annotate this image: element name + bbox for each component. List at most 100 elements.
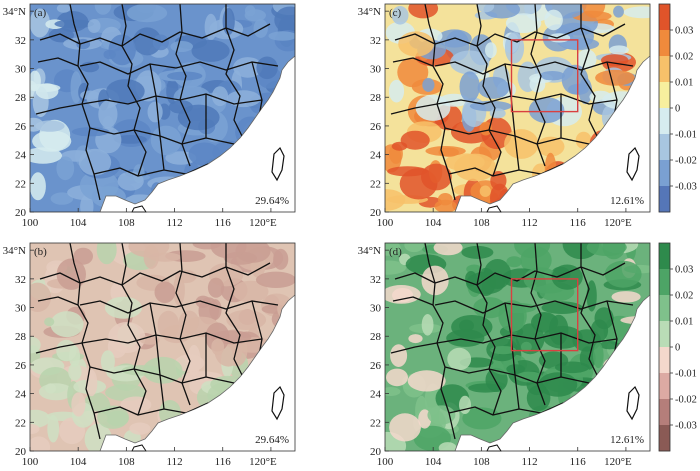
colorbar-label: -0.02 <box>675 156 697 167</box>
lat-tick-label: 34°N <box>358 245 381 257</box>
lat-tick-label: 32 <box>15 35 26 47</box>
lat-tick-label: 34°N <box>358 6 381 18</box>
lat-tick-label: 32 <box>370 35 381 47</box>
map-panel-c: 100 104 108 112 116 120°E 20 22 24 26 28 30 32 34°N (c… <box>358 3 651 229</box>
lat-tick-label: 34°N <box>3 6 26 18</box>
colorbar-label: -0.01 <box>675 369 697 380</box>
lat-tick-label: 30 <box>15 64 27 76</box>
lon-tick-label: 108 <box>473 217 490 229</box>
colorbar-label: -0.03 <box>675 421 697 432</box>
colorbar-segment <box>659 56 670 83</box>
lon-tick-label: 116 <box>215 217 232 229</box>
colorbar-segment <box>659 134 670 161</box>
lon-tick-label: 112 <box>521 217 537 229</box>
lat-tick-label: 22 <box>370 417 381 429</box>
lon-tick-label: 120°E <box>604 217 632 229</box>
lat-tick-label: 28 <box>15 92 27 104</box>
colorbar-segment <box>659 82 670 109</box>
colorbar-segment <box>659 399 670 426</box>
colorbar-label: -0.02 <box>675 395 697 406</box>
percent-label: 12.61% <box>610 434 644 446</box>
colorbar-label: 0 <box>675 343 680 354</box>
colorbar-label: 0.03 <box>675 26 693 37</box>
lat-tick-label: 30 <box>370 64 382 76</box>
colorbar-label: 0.02 <box>675 291 693 302</box>
colorbar-top: 0.03 0.02 0.01 0 -0.01 -0.02 -0.03 <box>658 3 697 213</box>
map-panel-a: 100 104 108 112 116 120°E 20 22 24 26 28 30 32 34°N (a… <box>3 3 296 229</box>
colorbar-label: 0.01 <box>675 78 693 89</box>
colorbar-segment <box>659 4 670 31</box>
lat-tick-label: 20 <box>15 207 27 219</box>
lat-tick-label: 22 <box>15 178 26 190</box>
colorbar-label: 0.03 <box>675 265 693 276</box>
lon-tick-label: 104 <box>425 456 442 468</box>
lat-tick-label: 28 <box>15 331 27 343</box>
lat-tick-label: 20 <box>370 446 382 458</box>
lat-tick-label: 22 <box>15 417 26 429</box>
lon-tick-label: 108 <box>473 456 490 468</box>
percent-label: 12.61% <box>610 195 644 207</box>
lon-tick-label: 104 <box>425 217 442 229</box>
lon-tick-label: 100 <box>22 217 39 229</box>
lat-tick-label: 26 <box>370 121 382 133</box>
map-panel-d: 100 104 108 112 116 120°E 20 22 24 26 28 30 32 34°N (d… <box>358 242 651 468</box>
panel-label: (d) <box>389 246 402 258</box>
colorbar-segment <box>659 295 670 322</box>
lon-tick-label: 100 <box>377 456 394 468</box>
colorbar-segment <box>659 108 670 135</box>
colorbar-segment <box>659 243 670 270</box>
colorbar-label: 0.01 <box>675 317 693 328</box>
lat-tick-label: 34°N <box>3 245 26 257</box>
lon-tick-label: 108 <box>118 217 135 229</box>
panel-label: (a) <box>34 7 47 19</box>
lon-tick-label: 108 <box>118 456 135 468</box>
colorbar-bottom: 0.03 0.02 0.01 0 -0.01 -0.02 -0.03 <box>658 242 697 452</box>
lon-tick-label: 116 <box>570 456 587 468</box>
panel-label: (c) <box>389 7 402 19</box>
percent-label: 29.64% <box>255 195 289 207</box>
lon-tick-label: 120°E <box>249 217 277 229</box>
colorbar-segment <box>659 373 670 400</box>
lat-tick-label: 20 <box>15 446 27 458</box>
lat-tick-label: 24 <box>370 150 382 162</box>
lat-tick-label: 28 <box>370 92 382 104</box>
colorbar-segment <box>659 186 670 213</box>
lon-tick-label: 116 <box>215 456 232 468</box>
lat-tick-label: 28 <box>370 331 382 343</box>
lat-tick-label: 30 <box>15 303 27 315</box>
colorbar-label: -0.01 <box>675 130 697 141</box>
lon-tick-label: 104 <box>70 217 87 229</box>
lon-tick-label: 120°E <box>604 456 632 468</box>
lat-tick-label: 24 <box>15 150 27 162</box>
colorbar-segment <box>659 269 670 296</box>
lat-tick-label: 26 <box>15 121 27 133</box>
lon-tick-label: 112 <box>521 456 537 468</box>
lon-tick-label: 112 <box>166 456 182 468</box>
colorbar-label: 0 <box>675 104 680 115</box>
lat-tick-label: 22 <box>370 178 381 190</box>
panel-label: (b) <box>34 246 47 258</box>
highlight-box <box>510 39 579 113</box>
lat-tick-label: 32 <box>370 274 381 286</box>
lat-tick-label: 26 <box>370 360 382 372</box>
lat-tick-label: 32 <box>15 274 26 286</box>
percent-label: 29.64% <box>255 434 289 446</box>
lon-tick-label: 116 <box>570 217 587 229</box>
map-panel-b: 100 104 108 112 116 120°E 20 22 24 26 28 30 32 34°N (b… <box>3 242 296 468</box>
lat-tick-label: 24 <box>370 389 382 401</box>
lon-tick-label: 100 <box>377 217 394 229</box>
highlight-box <box>510 278 579 352</box>
colorbar-segment <box>659 321 670 348</box>
colorbar-label: 0.02 <box>675 52 693 63</box>
colorbar-segment <box>659 160 670 187</box>
lon-tick-label: 104 <box>70 456 87 468</box>
lon-tick-label: 120°E <box>249 456 277 468</box>
colorbar-label: -0.03 <box>675 182 697 193</box>
lat-tick-label: 30 <box>370 303 382 315</box>
lon-tick-label: 112 <box>166 217 182 229</box>
lat-tick-label: 26 <box>15 360 27 372</box>
colorbar-segment <box>659 347 670 374</box>
lon-tick-label: 100 <box>22 456 39 468</box>
lat-tick-label: 20 <box>370 207 382 219</box>
